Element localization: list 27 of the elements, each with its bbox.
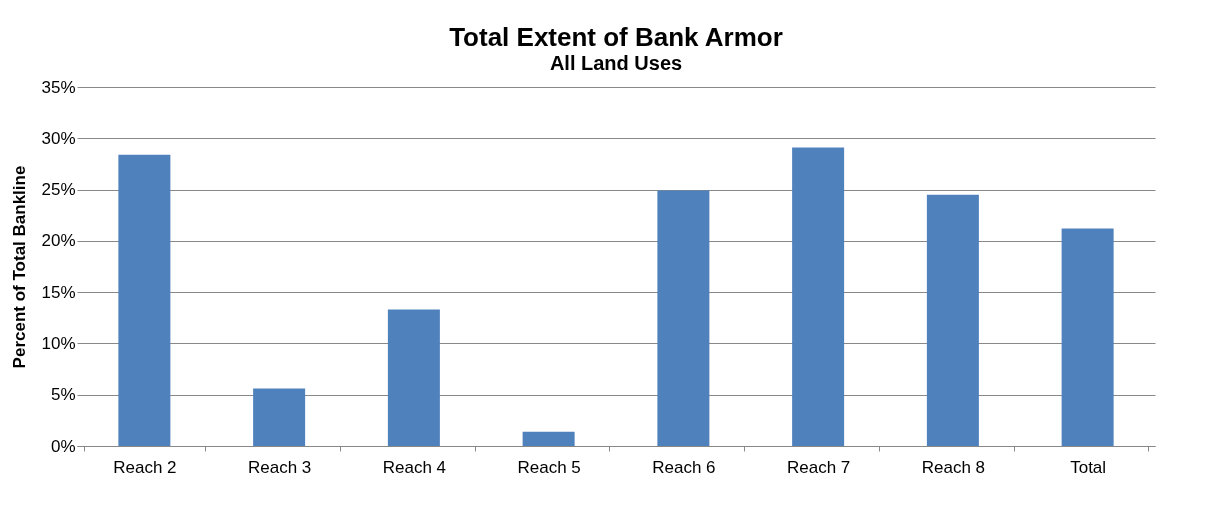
y-tick-label: 5%: [50, 385, 76, 405]
bar: [253, 388, 306, 446]
y-tick-label: 25%: [41, 180, 76, 200]
y-tick-label: 15%: [41, 282, 76, 302]
bar: [926, 194, 979, 446]
x-tick-label: Reach 8: [921, 457, 986, 477]
chart-subtitle: All Land Uses: [549, 52, 683, 74]
chart-title: Total Extent of Bank Armor: [449, 22, 783, 52]
y-tick-label: 0%: [50, 436, 76, 456]
bar: [657, 190, 710, 446]
y-tick-label: 30%: [41, 128, 76, 148]
bar: [522, 431, 575, 446]
x-tick-label: Reach 4: [382, 457, 447, 477]
bar: [1061, 228, 1114, 446]
y-tick-label: 20%: [41, 231, 76, 251]
y-tick-label: 10%: [41, 333, 76, 353]
x-tick-label: Reach 7: [786, 457, 851, 477]
bar: [118, 154, 171, 446]
x-tick-label: Reach 3: [247, 457, 312, 477]
x-tick-label: Reach 6: [652, 457, 716, 477]
x-tick-label: Total: [1070, 457, 1107, 477]
x-tick-label: Reach 5: [517, 457, 581, 477]
bar: [387, 309, 440, 446]
x-tick-label: Reach 2: [113, 457, 177, 477]
bar: [792, 147, 845, 446]
y-axis-title: Percent of Total Bankline: [10, 165, 30, 369]
y-tick-label: 35%: [41, 77, 76, 97]
